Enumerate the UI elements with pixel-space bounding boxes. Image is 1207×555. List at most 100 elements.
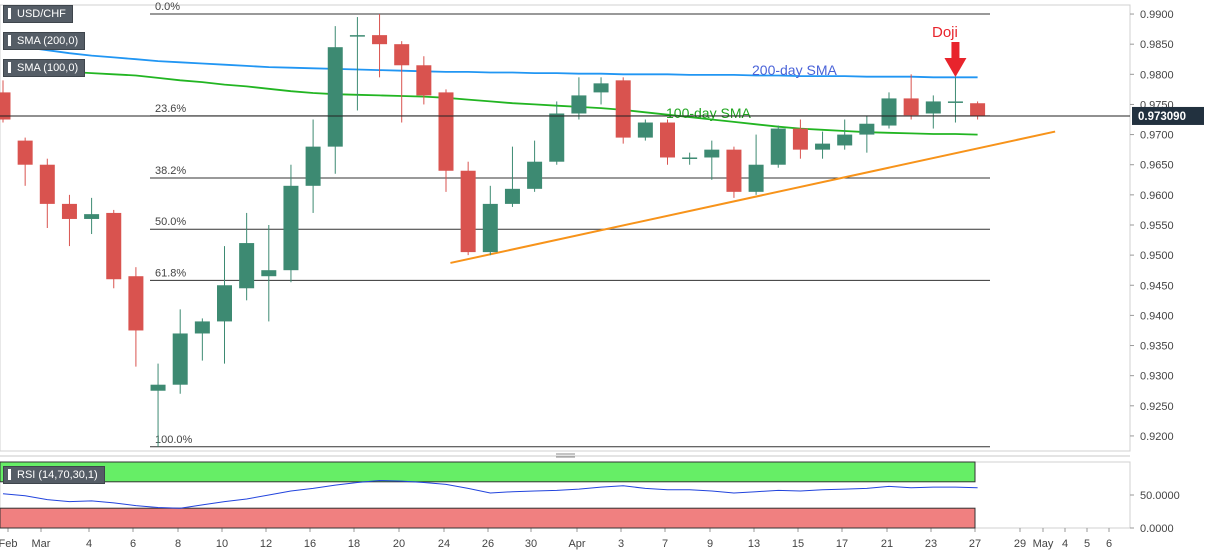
candle-body xyxy=(527,161,543,189)
fib-level-label: 23.6% xyxy=(155,103,186,115)
x-tick-label: 4 xyxy=(86,538,92,550)
candle-body xyxy=(283,185,299,271)
x-tick-label: Feb xyxy=(0,538,17,550)
candle-body xyxy=(84,214,100,219)
y-tick-label: 0.9850 xyxy=(1140,39,1174,51)
candle-body xyxy=(372,35,388,45)
candle-body xyxy=(305,146,321,186)
candle-body xyxy=(17,140,33,165)
x-tick-label: 18 xyxy=(348,538,360,550)
candle-body xyxy=(394,44,410,66)
candle-body xyxy=(593,83,609,93)
sma200-label: SMA (200,0) xyxy=(17,35,79,47)
sma200-line xyxy=(2,43,978,79)
y-tick-label: 0.9300 xyxy=(1140,371,1174,383)
x-tick-label: 16 xyxy=(304,538,316,550)
x-tick-label: Apr xyxy=(568,538,585,550)
candle-body xyxy=(748,164,764,192)
candle-body xyxy=(682,157,698,159)
rsi-line xyxy=(2,479,978,509)
candle-body xyxy=(704,149,720,158)
candle-body xyxy=(438,92,454,171)
sma100-badge[interactable]: SMA (100,0) xyxy=(3,59,86,77)
symbol-label: USD/CHF xyxy=(17,8,66,20)
x-tick-label: May xyxy=(1033,538,1054,550)
candle-body xyxy=(172,333,188,385)
y-tick-label: 0.9400 xyxy=(1140,310,1174,322)
candle-body xyxy=(660,122,675,158)
y-tick-label: 0.9700 xyxy=(1140,130,1174,142)
candle-body xyxy=(61,203,77,219)
candle-body xyxy=(970,103,986,116)
candle-body xyxy=(460,170,476,253)
candle-body xyxy=(150,384,166,391)
candle-body xyxy=(327,47,343,147)
x-tick-label: 29 xyxy=(1014,538,1026,550)
y-tick-label: 0.9350 xyxy=(1140,341,1174,353)
support-trendline xyxy=(450,130,1056,264)
x-tick-label: 7 xyxy=(662,538,668,550)
candle-body xyxy=(482,203,498,253)
candle-body xyxy=(0,92,11,120)
candle-body xyxy=(837,134,853,146)
candle-body xyxy=(881,98,897,126)
candle-body xyxy=(947,101,963,103)
x-tick-label: 6 xyxy=(130,538,136,550)
sma200-indicator-icon xyxy=(8,35,11,46)
last-price-tag xyxy=(1132,106,1204,125)
candle-body xyxy=(615,80,631,138)
fib-level-label: 38.2% xyxy=(155,165,186,177)
candle-body xyxy=(416,65,432,96)
symbol-badge[interactable]: USD/CHF xyxy=(3,5,73,23)
candle-body xyxy=(217,285,232,322)
fib-level-label: 100.0% xyxy=(155,434,193,446)
candle-body xyxy=(815,143,831,150)
sma100-label: SMA (100,0) xyxy=(17,62,79,74)
y-tick-label: 0.9500 xyxy=(1140,250,1174,262)
candle-body xyxy=(770,128,786,165)
x-tick-label: 24 xyxy=(438,538,450,550)
doji-annotation: Doji xyxy=(932,24,958,41)
x-tick-label: 6 xyxy=(1106,538,1112,550)
sma100-line xyxy=(2,67,978,136)
rsi-y-tick-label: 50.0000 xyxy=(1140,490,1180,502)
candle-body xyxy=(726,149,742,192)
main-plot-frame xyxy=(0,4,1131,452)
candle-body xyxy=(504,188,520,204)
rsi-badge[interactable]: RSI (14,70,30,1) xyxy=(3,466,105,484)
y-tick-label: 0.9200 xyxy=(1140,431,1174,443)
x-tick-label: 20 xyxy=(393,538,405,550)
y-tick-label: 0.9800 xyxy=(1140,69,1174,81)
x-tick-label: 27 xyxy=(969,538,981,550)
x-tick-label: 9 xyxy=(707,538,713,550)
y-tick-label: 0.9650 xyxy=(1140,160,1174,172)
x-tick-label: 13 xyxy=(748,538,760,550)
doji-arrow-icon xyxy=(944,42,967,77)
candle-body xyxy=(261,270,277,277)
candle-body xyxy=(571,95,587,114)
candle-body xyxy=(194,321,210,334)
candle-body xyxy=(925,101,941,114)
rsi-overbought-zone xyxy=(0,461,976,483)
x-tick-label: 5 xyxy=(1084,538,1090,550)
x-tick-label: 26 xyxy=(482,538,494,550)
x-tick-label: 30 xyxy=(525,538,537,550)
candle-body xyxy=(549,113,565,162)
candle-body xyxy=(792,128,808,150)
x-tick-label: 17 xyxy=(836,538,848,550)
x-tick-label: 21 xyxy=(881,538,893,550)
sma200-badge[interactable]: SMA (200,0) xyxy=(3,32,86,50)
candle-body xyxy=(128,276,144,331)
y-tick-label: 0.9250 xyxy=(1140,401,1174,413)
y-tick-label: 0.9600 xyxy=(1140,190,1174,202)
candle-body xyxy=(637,122,653,138)
x-tick-label: 10 xyxy=(216,538,228,550)
fib-level-label: 50.0% xyxy=(155,216,186,228)
sma100-indicator-icon xyxy=(8,62,11,73)
x-tick-label: 12 xyxy=(260,538,272,550)
y-tick-label: 0.9900 xyxy=(1140,9,1174,21)
rsi-oversold-zone xyxy=(0,507,976,529)
candle-body xyxy=(859,123,875,135)
candle-body xyxy=(903,98,919,116)
